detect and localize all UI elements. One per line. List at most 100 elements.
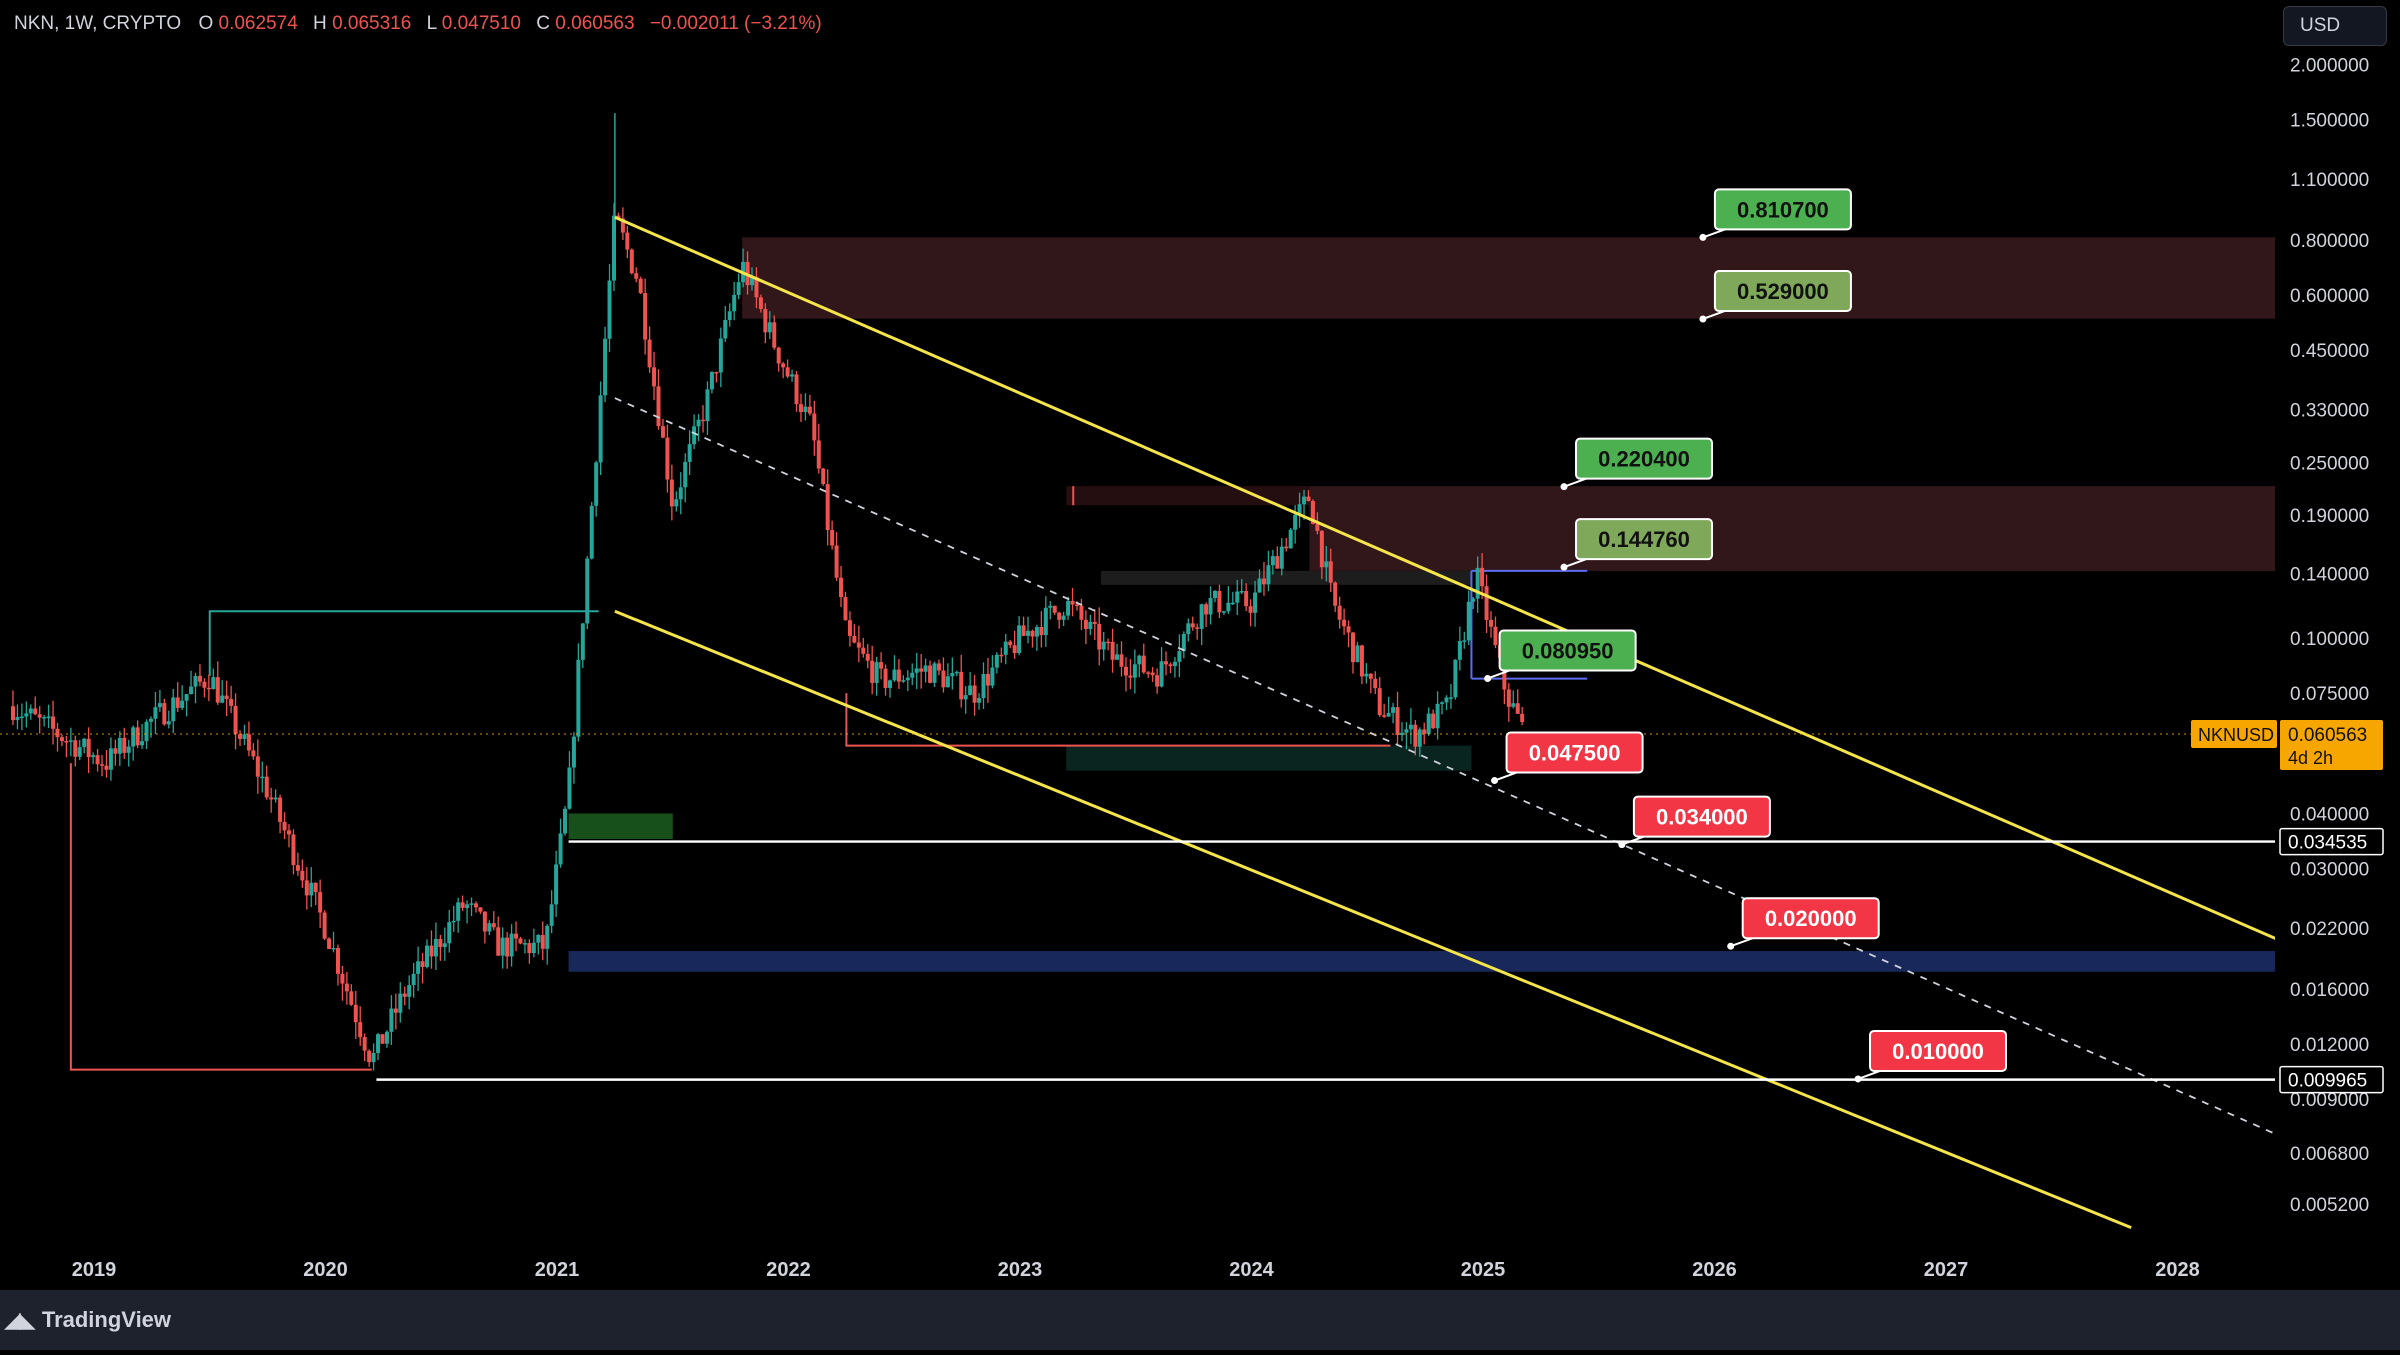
candle-body <box>847 620 852 636</box>
candle-body <box>122 737 127 753</box>
candle-body <box>1132 664 1137 678</box>
x-tick-label: 2022 <box>766 1259 811 1281</box>
candle-body <box>460 902 465 908</box>
candle-body <box>260 776 265 779</box>
y-tick-label: 0.006800 <box>2290 1144 2369 1165</box>
candle-body <box>202 681 207 688</box>
candle-body <box>456 902 461 921</box>
candle-body <box>1208 598 1213 615</box>
candle-body <box>852 635 857 643</box>
candle-body <box>175 697 180 708</box>
candle-body <box>669 479 674 507</box>
candle-body <box>135 727 140 746</box>
candle-body <box>380 1034 385 1044</box>
horizontal-levels <box>0 733 2275 1081</box>
candle-body <box>1239 590 1244 593</box>
candle-body <box>335 948 340 974</box>
candle-body <box>1293 514 1298 530</box>
label-box <box>1575 437 1714 480</box>
candle-body <box>1355 645 1360 663</box>
candle-body <box>1337 605 1342 620</box>
candle-body <box>117 737 122 754</box>
y-tick-label: 1.500000 <box>2290 110 2369 131</box>
candle-body <box>1471 598 1476 602</box>
label-text: 0.220400 <box>1598 447 1690 472</box>
candle-body <box>1034 627 1039 637</box>
candle-body <box>1101 641 1106 650</box>
candle-body <box>416 961 421 974</box>
candle-body <box>674 499 679 507</box>
svg-text:NKN, 1W, CRYPTO O: NKN, 1W, CRYPTO O 0.062574 H 0.065316 L … <box>14 13 822 34</box>
candle-body <box>1199 604 1204 629</box>
candle-body <box>732 294 737 312</box>
candle-body <box>763 308 768 333</box>
candle-body <box>327 938 332 949</box>
candle-body <box>1502 657 1507 690</box>
candle-body <box>1279 546 1284 569</box>
candle-body <box>389 1008 394 1032</box>
candle-body <box>816 440 821 469</box>
candle-body <box>478 907 483 912</box>
candle-body <box>749 277 754 286</box>
price-label-0.144760: 0.144760 <box>1560 518 1714 571</box>
candle-body <box>1008 641 1013 646</box>
candle-body <box>1328 561 1333 583</box>
candle-body <box>990 667 995 686</box>
candle-body <box>442 943 447 948</box>
candle-body <box>994 654 999 668</box>
candle-body <box>1373 678 1378 689</box>
candle-body <box>1248 606 1253 613</box>
candle-body <box>665 437 670 480</box>
candle-body <box>180 700 185 708</box>
candle-body <box>300 870 305 881</box>
candle-body <box>1475 567 1480 599</box>
brand-name: TradingView <box>41 1307 172 1332</box>
candle-body <box>1030 630 1035 637</box>
candle-body <box>687 444 692 462</box>
candle-body <box>273 797 278 800</box>
candle-body <box>959 671 964 700</box>
candle-body <box>1146 672 1151 674</box>
y-tick-label: 0.040000 <box>2290 804 2369 825</box>
label-text: 0.080950 <box>1522 638 1614 663</box>
price-axis: 2.000000 1.500000 1.100000 0.800000 0.600000… <box>2191 0 2400 1290</box>
label-box <box>1713 188 1852 231</box>
candle-body <box>936 663 941 671</box>
candle-body <box>1155 675 1160 687</box>
candle-body <box>803 406 808 413</box>
candle-body <box>77 747 82 757</box>
candle-body <box>447 922 452 944</box>
change-value: −0.002011 (−3.21%) <box>650 13 822 34</box>
label-anchor-dot <box>1727 942 1735 950</box>
candle-body <box>140 741 145 746</box>
label-pointer <box>1702 228 1726 239</box>
tradingview-logo[interactable]: ◢◣ TradingView <box>4 1307 171 1333</box>
price-label-0.034000: 0.034000 <box>1618 795 1771 849</box>
candle-body <box>892 669 897 681</box>
label-text: 0.034000 <box>1656 805 1748 830</box>
candle-body <box>1364 673 1369 677</box>
candle-body <box>166 721 171 725</box>
candle-body <box>1226 602 1231 612</box>
candle-body <box>59 737 64 742</box>
candle-body <box>1506 689 1511 707</box>
currency-button[interactable]: USD <box>2283 6 2387 46</box>
candle-body <box>451 920 456 923</box>
candle-body <box>1230 602 1235 605</box>
candle-body <box>825 484 830 531</box>
last-price-tag-box <box>2280 720 2383 771</box>
label-pointer <box>1621 835 1645 846</box>
open-value: 0.062574 <box>219 13 299 34</box>
zone-4 <box>1066 745 1472 771</box>
candle-body <box>531 942 536 954</box>
y-tick-label: 0.330000 <box>2290 400 2369 421</box>
price-labels: 0.810700 0.529000 0.220400 0.144760 0.080950… <box>1484 188 2008 1083</box>
label-anchor-dot <box>1618 841 1626 849</box>
close-label: C <box>536 13 550 34</box>
candle-body <box>1186 623 1191 635</box>
candle-body <box>407 985 412 997</box>
candle-body <box>1159 661 1164 687</box>
label-pointer <box>1494 771 1517 782</box>
candle-body <box>834 545 839 578</box>
